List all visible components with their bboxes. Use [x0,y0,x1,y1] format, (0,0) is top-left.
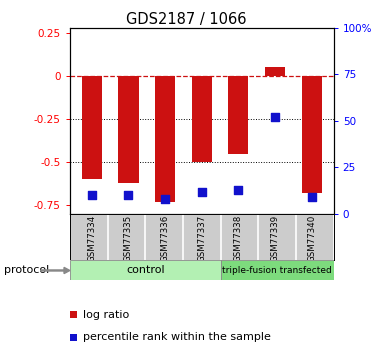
Text: GSM77338: GSM77338 [234,215,243,262]
Text: GSM77336: GSM77336 [161,215,170,262]
Text: GSM77335: GSM77335 [124,215,133,262]
Bar [265,67,285,76]
Text: triple-fusion transfected: triple-fusion transfected [222,266,332,275]
Bar [192,76,212,162]
Text: GSM77340: GSM77340 [307,215,316,262]
Point [308,194,315,200]
Point [89,193,95,198]
Bar [228,76,248,154]
Bar [70,260,221,280]
Bar [155,76,175,202]
Text: GSM77337: GSM77337 [197,215,206,262]
Point [125,193,132,198]
Point [199,189,205,194]
Text: control: control [126,266,165,275]
Text: GSM77339: GSM77339 [270,215,279,262]
Bar [118,76,139,183]
Point [272,114,278,120]
Point [162,196,168,202]
Text: log ratio: log ratio [83,310,129,320]
Bar [82,76,102,179]
Text: protocol: protocol [4,266,49,275]
Text: GSM77334: GSM77334 [87,215,96,262]
Bar [301,76,322,193]
Point [235,187,241,193]
Text: percentile rank within the sample: percentile rank within the sample [83,332,270,342]
Bar [221,260,334,280]
Text: GDS2187 / 1066: GDS2187 / 1066 [126,12,246,27]
